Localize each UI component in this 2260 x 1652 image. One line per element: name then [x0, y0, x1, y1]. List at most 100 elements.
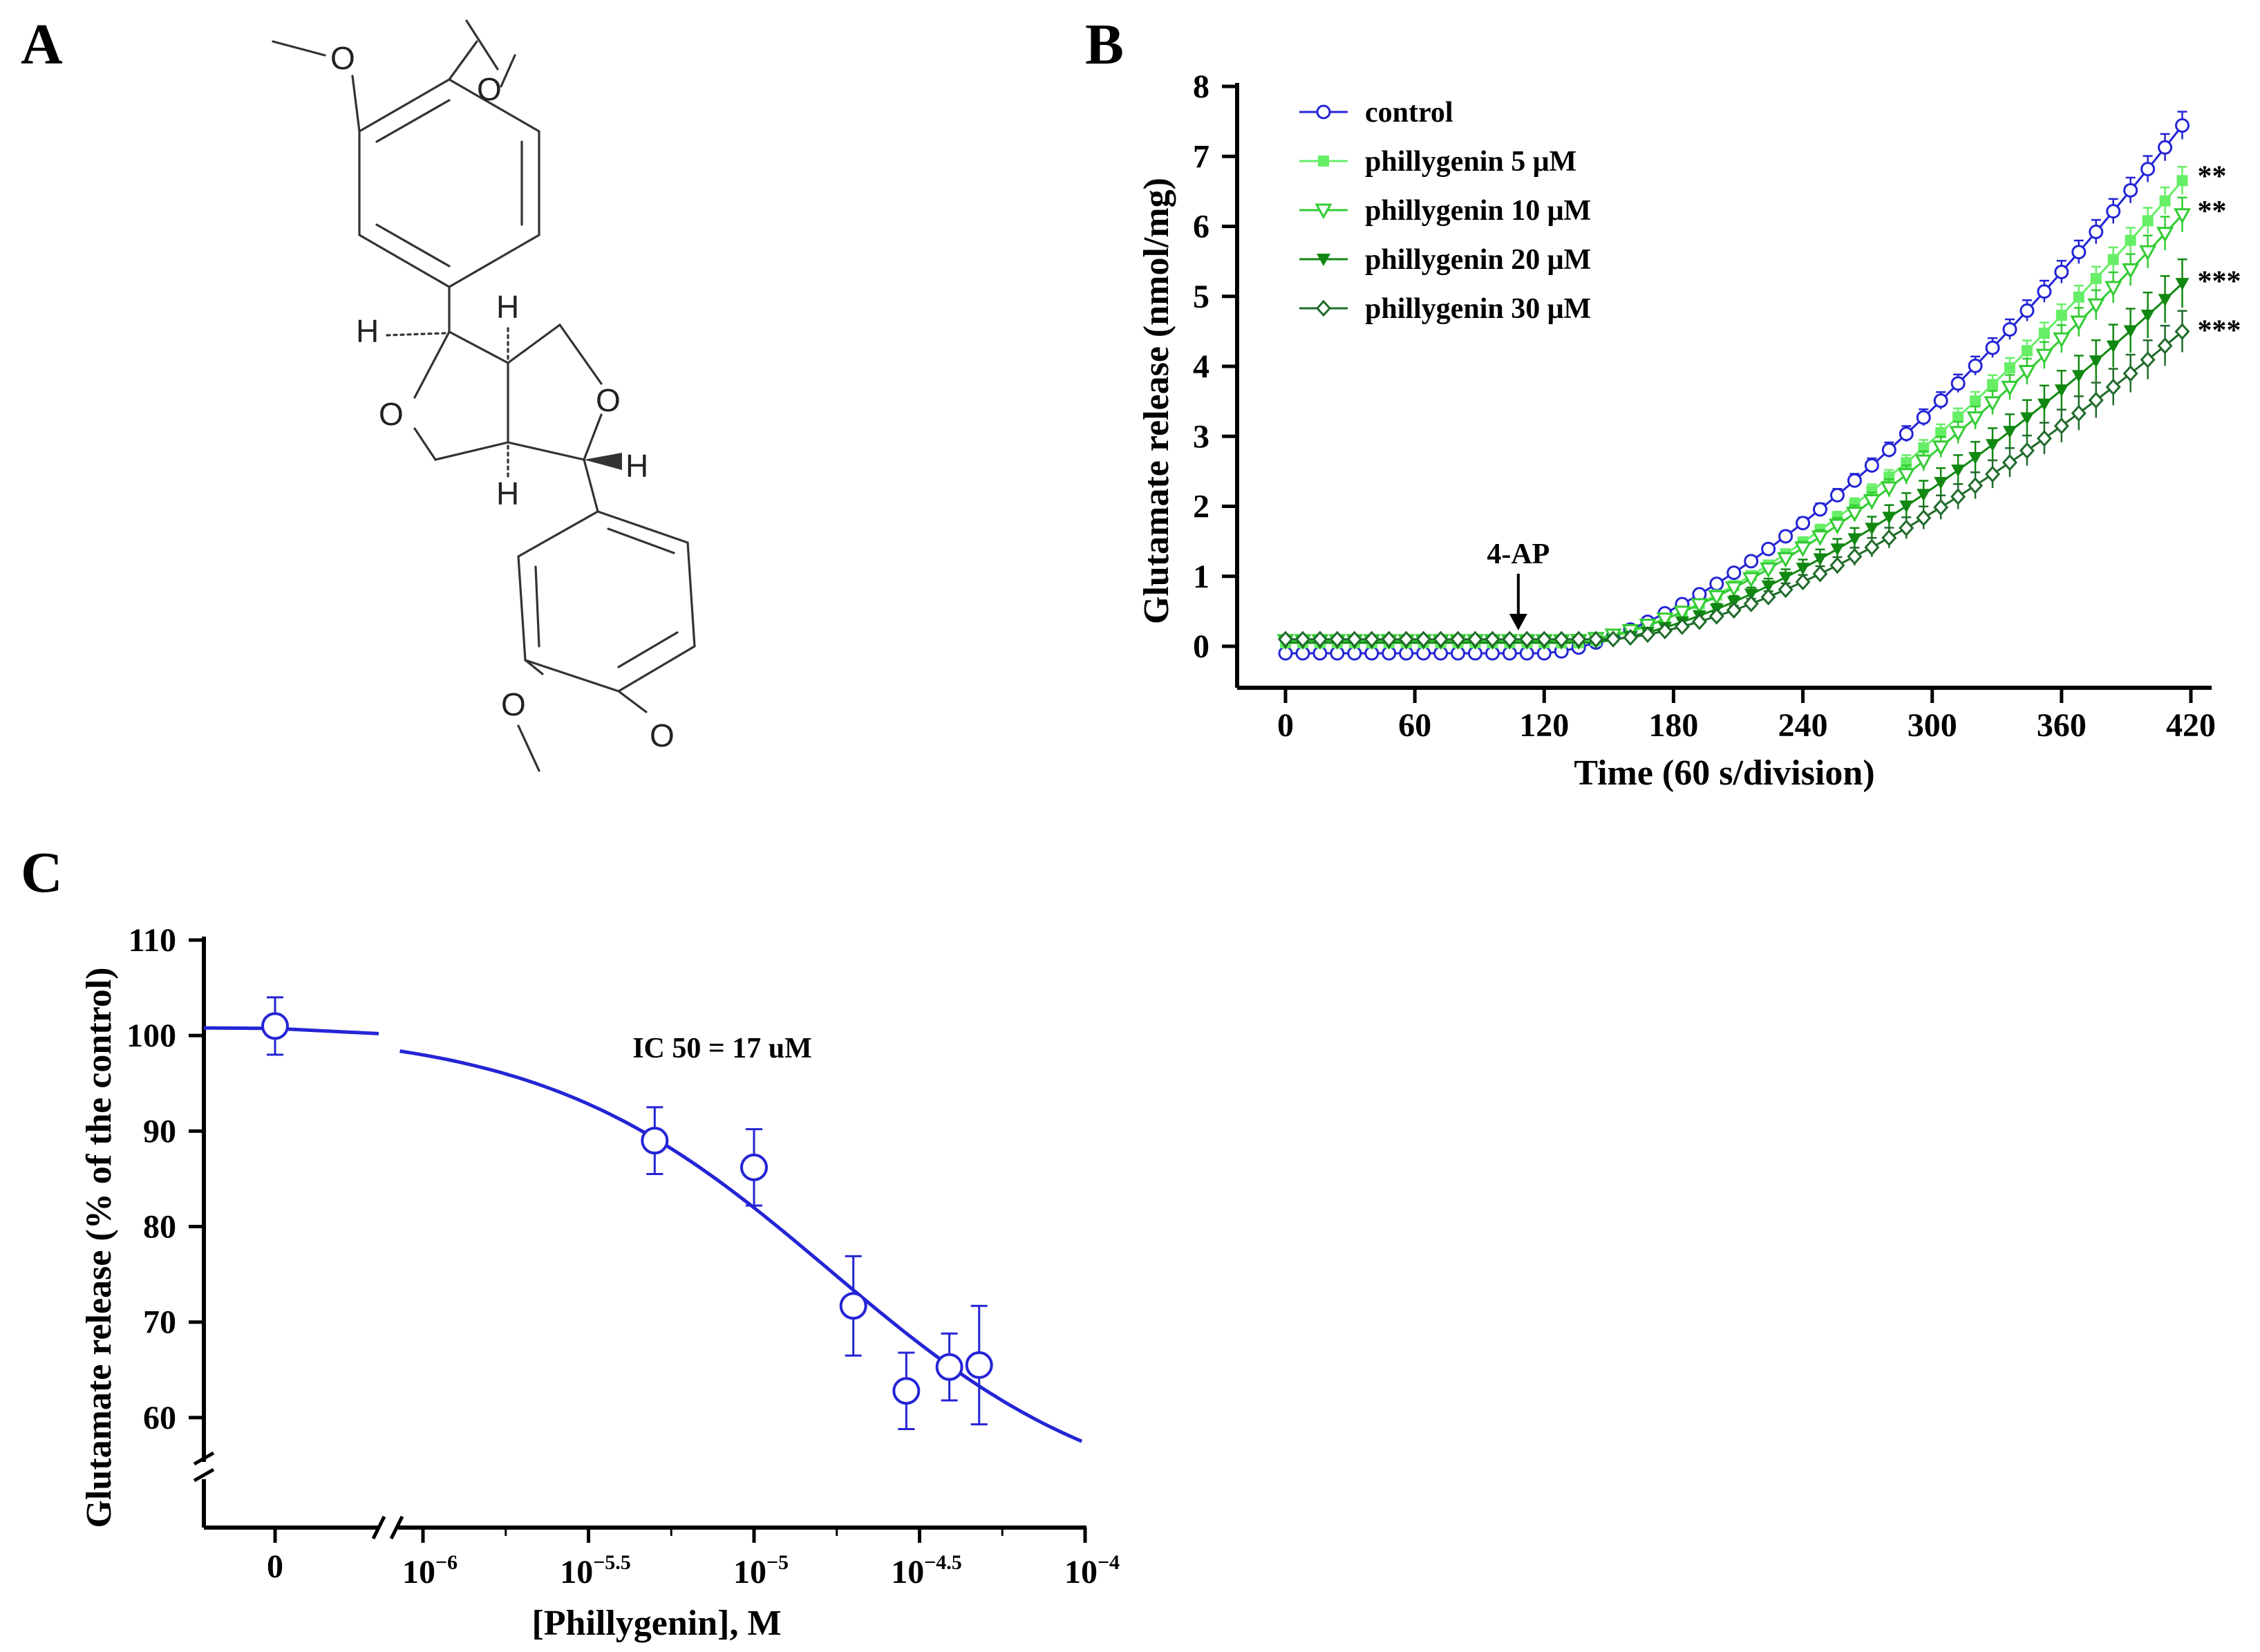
- data-point-p30: [1277, 630, 1294, 648]
- legend-label-p30: phillygenin 30 μM: [1365, 293, 1591, 325]
- data-point-p20: [1761, 580, 1776, 593]
- data-point-p20: [2175, 278, 2190, 291]
- data-point-p30: [1708, 608, 1724, 625]
- data-point-group: [839, 1255, 867, 1357]
- data-point-p30: [1346, 630, 1362, 648]
- data-point-p10: [1932, 440, 1950, 456]
- x-axis-break-mark: [389, 1515, 404, 1540]
- data-point-p30: [1864, 538, 1880, 556]
- data-point-p30: [1726, 601, 1742, 619]
- x-tick-label: 360: [2037, 707, 2087, 744]
- data-point-p5: [1866, 485, 1878, 497]
- data-point-control: [2158, 140, 2173, 155]
- data-point-p30: [2157, 337, 2173, 355]
- data-point-control: [2054, 264, 2069, 279]
- data-point-p20: [1813, 553, 1827, 566]
- data-point-p30: [2122, 365, 2138, 382]
- data-point-p30: [1674, 618, 1690, 635]
- data-point-p20: [1778, 572, 1793, 585]
- data-point-p30: [1795, 573, 1811, 591]
- data-point-p30: [2002, 453, 2018, 471]
- data-point-group: [641, 1106, 669, 1176]
- x-axis-title: Time (60 s/division): [1574, 753, 1874, 793]
- data-point-p5: [1935, 426, 1947, 438]
- y-tick-label: 0: [1193, 628, 1209, 665]
- data-point-control: [2140, 162, 2156, 177]
- data-point-p30: [1433, 630, 1449, 648]
- atom-o-5: O: [501, 686, 526, 722]
- data-point-control: [1778, 529, 1793, 544]
- data-point-control: [1916, 410, 1931, 425]
- data-point-p30: [1364, 630, 1379, 648]
- data-point-p5: [1952, 411, 1964, 423]
- data-point-control: [2019, 303, 2035, 318]
- legend-marker-p10: [1315, 203, 1333, 220]
- x-tick-label: 10−5.5: [560, 1551, 631, 1590]
- data-point-p10: [1794, 541, 1812, 558]
- data-point-p5: [2004, 362, 2015, 374]
- data-point-p30: [1639, 626, 1656, 644]
- data-point-p10: [1845, 507, 1863, 523]
- y-tick-label: 6: [1193, 209, 1209, 245]
- significance-label-p5: **: [2198, 161, 2227, 193]
- data-point-p10: [1984, 396, 2002, 412]
- legend-label-p5: phillygenin 5 μM: [1365, 146, 1576, 178]
- data-point-control: [2089, 224, 2104, 239]
- data-point-p10: [1880, 481, 1898, 498]
- data-point-p10: [1949, 426, 1967, 442]
- legend-marker-control: [1316, 104, 1331, 120]
- data-point-p30: [1294, 630, 1310, 648]
- data-point-p30: [1312, 630, 1328, 648]
- x-tick-label: 10−6: [402, 1551, 458, 1590]
- data-point-p10: [1708, 590, 1726, 606]
- data-point-p20: [1882, 511, 1896, 525]
- data-point-p5: [2055, 310, 2067, 321]
- y-axis-break-mark: [193, 1451, 215, 1466]
- data-point-p30: [1329, 630, 1345, 648]
- x-tick-label: 60: [1398, 707, 1431, 744]
- data-point-p30: [1536, 630, 1552, 648]
- data-point-control: [1899, 426, 1914, 442]
- data-point-control: [2123, 182, 2138, 198]
- data-point-p20: [2054, 384, 2069, 397]
- data-point-control: [2071, 245, 2087, 260]
- y-tick-label: 100: [126, 1017, 176, 1054]
- data-point-p10: [2070, 315, 2088, 332]
- y-tick-label: 8: [1193, 68, 1209, 105]
- y-tick-label: 90: [143, 1113, 176, 1149]
- data-point-p20: [1968, 451, 1983, 464]
- y-tick-label: 4: [1193, 348, 1209, 385]
- y-tick-label: 3: [1193, 418, 1209, 455]
- y-tick-label: 2: [1193, 489, 1209, 525]
- data-point-p30: [1743, 595, 1759, 612]
- data-point: [740, 1153, 768, 1181]
- x-tick-label: 180: [1648, 707, 1698, 744]
- data-point-group: [740, 1128, 768, 1207]
- upper-benzene-ring: [358, 78, 540, 288]
- data-point-p10: [2156, 227, 2174, 243]
- data-point-p10: [2087, 298, 2105, 315]
- data-point: [641, 1127, 669, 1155]
- data-point-p20: [2106, 340, 2120, 353]
- x-tick-label: 240: [1778, 707, 1828, 744]
- data-point-p20: [1744, 588, 1758, 601]
- panel-label-a: A: [21, 12, 63, 77]
- data-point-control: [1796, 516, 1811, 531]
- data-point-p5: [2021, 345, 2033, 357]
- data-point-p10: [1914, 454, 1932, 471]
- annotation-4ap-arrow-head: [1509, 614, 1527, 630]
- phillygenin-structure: O O O O H H H H O O: [272, 19, 696, 772]
- data-point-p20: [1865, 523, 1879, 536]
- data-point-p30: [1398, 630, 1414, 648]
- data-point-p30: [2174, 323, 2190, 340]
- data-point-p30: [1985, 465, 2001, 483]
- data-point-p10: [1742, 572, 1760, 588]
- data-point-p30: [1933, 498, 1949, 516]
- atom-h-2: H: [496, 289, 519, 325]
- legend-marker-p5: [1318, 156, 1329, 167]
- data-point-p20: [1951, 464, 1966, 478]
- series-p30: ***: [1277, 310, 2241, 648]
- series-control: [1278, 111, 2190, 661]
- data-point-p30: [1554, 630, 1570, 648]
